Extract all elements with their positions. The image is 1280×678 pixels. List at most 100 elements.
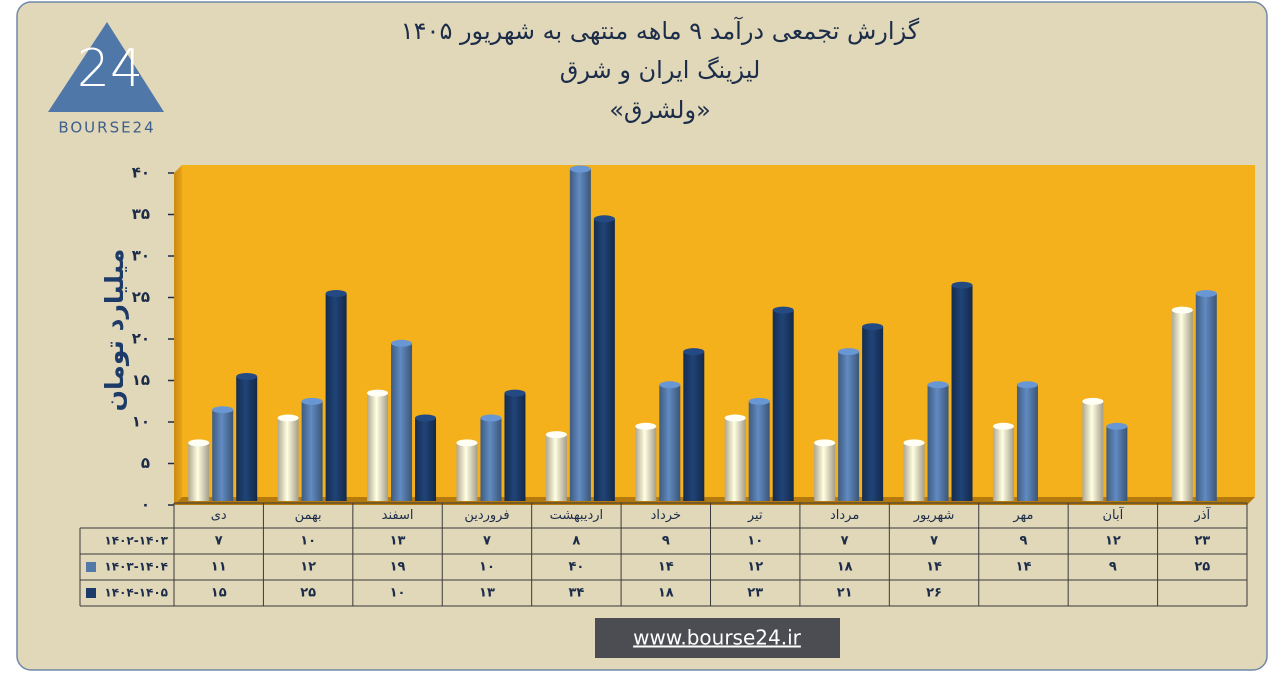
bar [927, 384, 949, 501]
bar [1171, 310, 1193, 501]
data-label: ۱۹ [390, 560, 406, 575]
bar-cap [212, 406, 234, 414]
y-tick-label: ۳۵ [132, 205, 150, 223]
data-label: ۴۰ [568, 560, 584, 575]
x-tick-label: شهریور [913, 508, 955, 523]
x-tick-label: مرداد [830, 508, 859, 523]
bar [325, 293, 347, 501]
bar-cap [927, 381, 949, 389]
data-label: ۱۱ [211, 560, 227, 575]
bar-cap [391, 339, 413, 347]
chart-symbol: «ولشرق» [609, 96, 711, 124]
x-tick-label: فروردین [464, 508, 509, 523]
bar-cap [1106, 422, 1128, 430]
bar-cap [325, 290, 347, 297]
bar-cap [480, 414, 502, 422]
x-tick-label: آذر [1193, 506, 1211, 523]
bar-cap [545, 431, 567, 439]
data-label: ۲۳ [747, 586, 763, 601]
logo: 24 BOURSE24 [48, 22, 164, 137]
bar [1195, 293, 1217, 501]
bar [683, 351, 705, 501]
y-tick-label: ۲۵ [132, 288, 150, 306]
bar [838, 351, 860, 501]
bar [814, 442, 836, 501]
legend-swatch [86, 562, 96, 572]
x-tick-label: اسفند [382, 508, 414, 523]
data-label: ۱۴ [658, 560, 674, 575]
bar [992, 426, 1014, 501]
data-label: ۷ [930, 534, 938, 549]
plot-area [182, 165, 1255, 497]
bar-cap [188, 439, 210, 447]
legend-label: ۱۴۰۳-۱۴۰۴ [104, 560, 168, 574]
data-label: ۱۴ [1016, 560, 1032, 575]
y-tick-label: ۱۰ [132, 413, 150, 431]
data-label: ۱۳ [390, 534, 406, 549]
bar-cap [724, 414, 746, 422]
bar [236, 376, 258, 501]
bar-cap [367, 389, 389, 397]
bar [301, 401, 323, 501]
data-label: ۹ [662, 534, 670, 549]
bar [504, 393, 526, 501]
data-label: ۱۰ [300, 534, 316, 549]
bar [748, 401, 770, 501]
y-axis-label: میلیارد تومان [100, 249, 130, 412]
bar [456, 442, 478, 501]
data-label: ۳۴ [568, 586, 584, 601]
bar-cap [772, 306, 794, 314]
bar-cap [277, 414, 299, 422]
y-tick-label: ۲۰ [132, 330, 150, 348]
bar-cap [992, 422, 1014, 430]
x-tick-label: مهر [1012, 508, 1033, 523]
bar [862, 326, 884, 501]
data-label: ۲۶ [926, 586, 942, 601]
bar-cap [236, 373, 258, 380]
x-tick-label: تیر [747, 508, 763, 523]
bar-cap [415, 414, 437, 422]
side-wall [174, 165, 182, 505]
bar [277, 418, 299, 501]
bar-cap [504, 389, 526, 397]
bar [1082, 401, 1104, 501]
bar-cap [1016, 381, 1038, 389]
bar-cap [814, 439, 836, 447]
bar [951, 285, 973, 501]
bar [391, 343, 413, 501]
bar-cap [635, 422, 657, 430]
x-tick-label: بهمن [295, 508, 322, 523]
bar [212, 409, 234, 501]
legend-label: ۱۴۰۴-۱۴۰۵ [104, 586, 168, 600]
x-tick-label: اردیبهشت [550, 508, 604, 523]
bar [415, 418, 437, 501]
legend-swatch [86, 588, 96, 598]
bar-cap [862, 323, 884, 331]
x-tick-label: دی [211, 508, 227, 523]
logo-text: BOURSE24 [58, 119, 155, 137]
data-label: ۱۰ [479, 560, 495, 575]
chart-title: گزارش تجمعی درآمد ۹ ماهه منتهی به شهریور… [401, 16, 920, 45]
bar [1016, 384, 1038, 501]
footer-url[interactable]: www.bourse24.ir [633, 626, 802, 650]
logo-triangle [48, 22, 164, 112]
bar-cap [1082, 397, 1104, 405]
y-tick-label: ۳۰ [132, 247, 150, 265]
footer-box [595, 618, 840, 658]
data-label: ۹ [1109, 560, 1117, 575]
bar-cap [456, 439, 478, 447]
bar [188, 442, 210, 501]
y-tick-label: ۰ [141, 496, 150, 514]
data-label: ۹ [1019, 534, 1027, 549]
data-label: ۱۵ [211, 586, 227, 601]
bar [569, 169, 591, 501]
data-label: ۲۳ [1194, 534, 1210, 549]
data-label: ۱۴ [926, 560, 942, 575]
bar [724, 418, 746, 501]
data-label: ۱۰ [390, 586, 406, 601]
data-label: ۷ [215, 534, 223, 549]
data-label: ۲۵ [300, 586, 316, 601]
bar [659, 384, 681, 501]
data-label: ۷ [841, 534, 849, 549]
